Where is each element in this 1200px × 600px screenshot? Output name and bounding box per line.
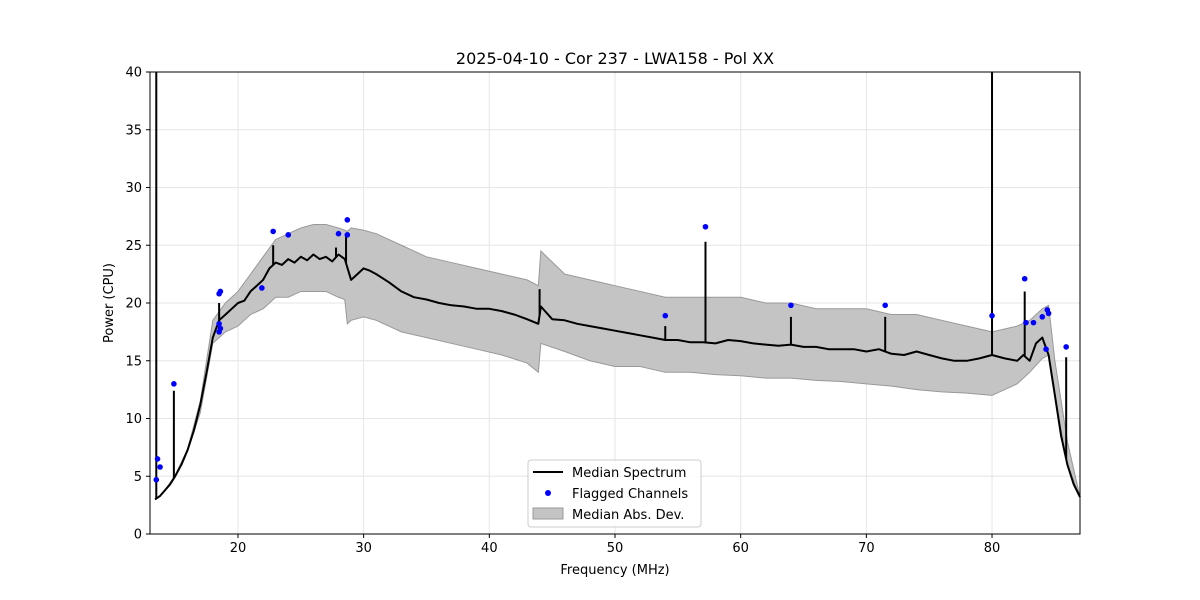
legend-median-label: Median Spectrum bbox=[572, 466, 686, 481]
flagged-point-15 bbox=[662, 312, 669, 319]
y-tick-label-7: 35 bbox=[125, 123, 142, 138]
flagged-point-18 bbox=[882, 302, 889, 309]
x-tick-label-6: 80 bbox=[984, 541, 1001, 556]
flagged-point-17 bbox=[788, 302, 794, 309]
y-tick-label-6: 30 bbox=[125, 181, 142, 196]
flagged-channels-layer bbox=[153, 217, 1069, 483]
flagged-point-3 bbox=[171, 381, 177, 387]
flagged-point-16 bbox=[702, 223, 709, 230]
flagged-point-2 bbox=[153, 476, 160, 483]
y-tick-label-2: 10 bbox=[125, 412, 142, 427]
y-tick-label-0: 0 bbox=[134, 528, 142, 543]
y-tick-label-4: 20 bbox=[125, 297, 142, 312]
flagged-point-27 bbox=[1063, 344, 1069, 350]
legend-flagged-swatch bbox=[545, 490, 551, 496]
legend-mad-label: Median Abs. Dev. bbox=[572, 508, 684, 523]
flagged-point-11 bbox=[285, 232, 292, 238]
flagged-point-14 bbox=[344, 232, 351, 238]
x-tick-label-4: 60 bbox=[732, 541, 749, 556]
flagged-point-5 bbox=[217, 288, 224, 295]
flagged-point-6 bbox=[216, 320, 222, 327]
flagged-point-21 bbox=[1023, 319, 1029, 326]
y-axis-ticks: 0 5 10 15 20 25 30 35 40 bbox=[125, 66, 150, 543]
flagged-point-19 bbox=[989, 312, 995, 319]
flagged-point-24 bbox=[1043, 346, 1049, 353]
x-tick-label-0: 20 bbox=[230, 541, 247, 556]
flagged-point-10 bbox=[270, 228, 276, 235]
flagged-point-0 bbox=[154, 456, 161, 462]
x-tick-label-5: 70 bbox=[858, 541, 875, 556]
y-tick-label-3: 15 bbox=[125, 354, 142, 369]
legend-box bbox=[527, 459, 702, 528]
flagged-point-23 bbox=[1039, 314, 1046, 320]
chart-title: 2025-04-10 - Cor 237 - LWA158 - Pol XX bbox=[456, 49, 774, 68]
flagged-point-9 bbox=[259, 285, 265, 291]
legend-flagged-label: Flagged Channels bbox=[572, 487, 688, 502]
flagged-point-22 bbox=[1030, 319, 1037, 326]
flagged-point-12 bbox=[335, 230, 342, 237]
x-tick-label-3: 50 bbox=[607, 541, 624, 556]
flagged-point-8 bbox=[216, 329, 222, 335]
x-tick-label-2: 40 bbox=[481, 541, 498, 556]
y-axis-label: Power (CPU) bbox=[102, 263, 117, 343]
median-spectrum-line bbox=[154, 253, 1081, 501]
y-tick-label-8: 40 bbox=[125, 66, 142, 81]
legend-mad-swatch bbox=[532, 507, 564, 520]
flagged-point-20 bbox=[1021, 275, 1028, 282]
median-spectrum-layer bbox=[154, 72, 1081, 501]
y-tick-label-5: 25 bbox=[125, 239, 142, 254]
legend: Median Spectrum Flagged Channels Median … bbox=[527, 459, 702, 528]
x-axis-label: Frequency (MHz) bbox=[560, 563, 669, 578]
flagged-point-13 bbox=[344, 217, 351, 223]
x-tick-label-1: 30 bbox=[355, 541, 372, 556]
flagged-point-26 bbox=[1045, 310, 1052, 317]
flagged-point-1 bbox=[157, 464, 163, 470]
x-axis-ticks: 20 30 40 50 60 70 80 bbox=[230, 534, 1001, 556]
y-tick-label-1: 5 bbox=[134, 470, 142, 485]
